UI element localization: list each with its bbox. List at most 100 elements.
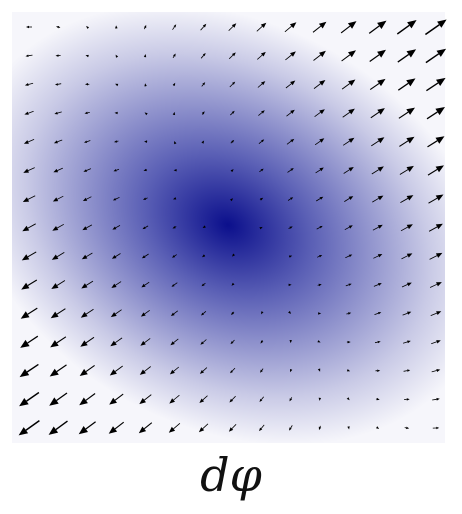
field-arrow	[24, 82, 34, 86]
field-arrow	[317, 368, 321, 372]
field-arrow	[141, 281, 150, 288]
field-arrow	[20, 335, 39, 348]
field-arrow	[400, 224, 413, 232]
field-arrow	[427, 136, 445, 148]
field-arrow	[111, 253, 121, 259]
field-arrow	[259, 424, 265, 432]
field-arrow	[426, 107, 445, 120]
field-arrow	[169, 366, 180, 375]
field-arrow	[287, 168, 294, 173]
field-arrow	[373, 283, 382, 287]
field-arrow	[200, 23, 207, 31]
field-arrow	[112, 196, 120, 201]
field-arrow	[110, 309, 122, 318]
field-arrow	[429, 252, 443, 260]
field-arrow	[424, 19, 447, 36]
field-arrow	[261, 311, 264, 315]
field-arrow	[111, 281, 122, 288]
field-arrow	[83, 168, 92, 172]
field-arrow	[24, 110, 34, 115]
field-arrow	[397, 49, 417, 63]
field-arrow	[79, 393, 96, 406]
field-arrow	[51, 252, 65, 260]
field-arrow	[86, 25, 90, 29]
field-arrow	[374, 312, 382, 315]
field-arrow	[317, 340, 321, 343]
field-arrow	[399, 165, 414, 175]
field-arrow	[169, 394, 180, 404]
field-arrow	[288, 255, 293, 258]
field-arrow	[369, 49, 386, 62]
field-arrow	[257, 81, 266, 88]
field-arrow	[114, 111, 118, 115]
field-arrow	[429, 282, 442, 288]
field-arrow	[138, 422, 153, 434]
field-arrow	[144, 83, 147, 87]
field-arrow	[286, 109, 295, 117]
field-arrow	[201, 282, 206, 287]
field-arrow	[398, 107, 415, 119]
field-arrow	[372, 195, 384, 203]
field-arrow	[344, 225, 353, 231]
field-arrow	[172, 254, 177, 258]
field-arrow	[200, 53, 206, 59]
field-arrow	[228, 23, 237, 31]
field-arrow	[25, 54, 33, 57]
field-arrow	[256, 22, 267, 32]
field-arrow	[201, 140, 205, 144]
field-arrow	[144, 140, 148, 143]
field-arrow	[230, 139, 235, 144]
field-arrow	[229, 395, 236, 403]
field-arrow	[144, 112, 148, 116]
field-arrow	[85, 54, 89, 58]
field-arrow	[172, 226, 177, 229]
field-arrow	[84, 111, 90, 115]
field-arrow	[140, 309, 150, 317]
field-arrow	[56, 26, 61, 29]
field-arrow	[287, 197, 294, 201]
field-arrow	[315, 167, 324, 174]
field-arrow	[403, 369, 411, 372]
field-arrow	[372, 224, 383, 231]
field-arrow	[315, 196, 324, 202]
field-arrow	[85, 83, 90, 86]
field-arrow	[53, 139, 63, 144]
field-arrow	[110, 337, 123, 347]
field-arrow	[81, 252, 93, 260]
field-arrow	[55, 83, 62, 86]
field-arrow	[371, 137, 385, 147]
field-arrow	[230, 169, 234, 173]
field-arrow	[432, 426, 440, 430]
field-arrow	[257, 51, 266, 60]
field-arrow	[168, 422, 181, 433]
field-arrow	[344, 196, 354, 202]
field-arrow	[432, 397, 440, 401]
field-arrow	[343, 167, 354, 174]
field-arrow	[80, 308, 94, 318]
field-arrow	[143, 24, 147, 30]
field-arrow	[431, 340, 441, 345]
field-arrow	[346, 340, 351, 344]
field-arrow	[229, 81, 236, 88]
field-arrow	[109, 365, 123, 376]
field-arrow	[370, 108, 385, 119]
field-arrow	[371, 166, 384, 175]
field-arrow	[342, 137, 355, 146]
field-arrow	[404, 398, 410, 401]
field-arrow	[376, 426, 380, 429]
field-arrow	[285, 80, 296, 89]
field-arrow	[313, 50, 326, 61]
field-arrow	[312, 21, 327, 33]
field-arrow	[425, 48, 447, 64]
field-arrow	[341, 50, 356, 62]
field-arrow	[200, 339, 207, 345]
field-arrow	[374, 340, 381, 344]
field-arrow	[404, 426, 410, 430]
field-arrow	[139, 366, 151, 375]
field-arrow	[202, 225, 206, 228]
field-arrow	[170, 310, 179, 316]
field-arrow	[431, 369, 441, 373]
field-arrow	[142, 225, 149, 230]
field-arrow	[143, 54, 147, 58]
